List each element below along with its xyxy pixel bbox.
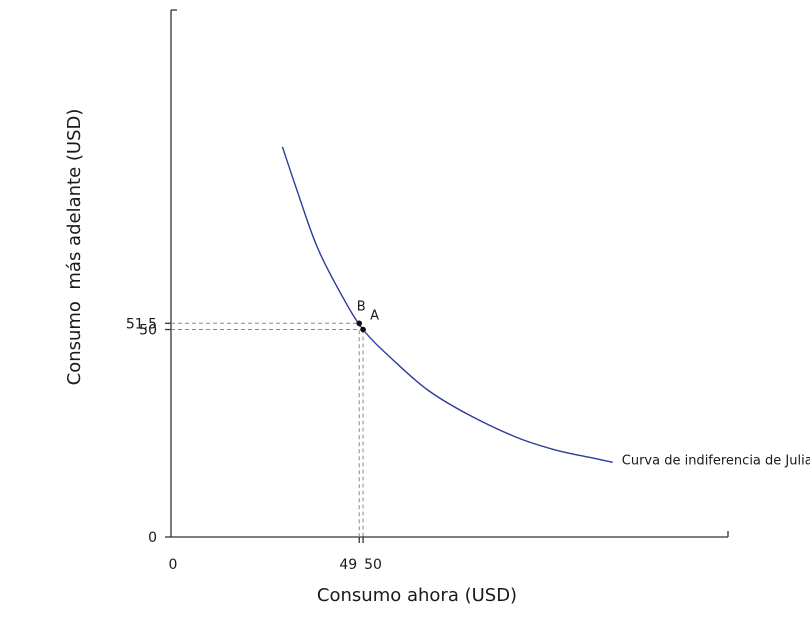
guide-lines: [171, 322, 364, 537]
y-tick-label: 51,5: [126, 316, 157, 332]
x-tick-label: 50: [364, 557, 382, 573]
y-tick-label: 0: [148, 530, 157, 546]
y-tick-label: 50: [139, 323, 157, 339]
series-group: [281, 146, 613, 463]
x-axis-title: Consumo ahora (USD): [317, 585, 517, 606]
x-tick-label: 49: [339, 557, 357, 573]
curve-label: Curva de indiferencia de Julia: [622, 453, 810, 468]
point-label-a: A: [370, 309, 379, 324]
point-b: [356, 320, 363, 327]
x-tick-label: 0: [169, 557, 178, 573]
indifference-curve: [281, 146, 613, 463]
y-axis-title: Consumo más adelante (USD): [64, 109, 85, 386]
axes: [165, 9, 729, 543]
points-group: [356, 320, 366, 333]
point-label-b: B: [357, 299, 366, 314]
point-a: [360, 326, 366, 333]
